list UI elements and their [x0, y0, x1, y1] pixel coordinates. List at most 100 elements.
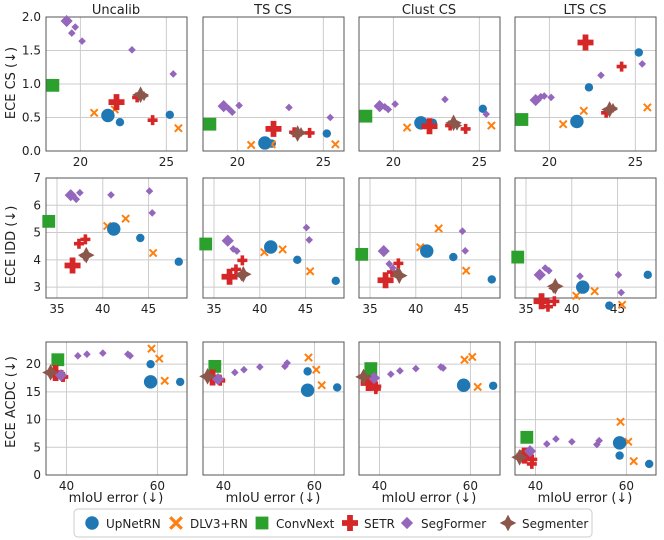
legend-marker-upnet [85, 516, 99, 530]
point-dlv3 [473, 382, 483, 392]
point-setr [386, 267, 397, 278]
ylabel-ece-cs: ECE CS (↓) [4, 47, 19, 119]
point-segformer [597, 71, 605, 80]
point-segformer-large [367, 371, 381, 385]
point-upnet [488, 381, 498, 390]
point-dlv3 [643, 103, 652, 112]
point-setr [393, 258, 404, 269]
point-dlv3 [148, 248, 158, 258]
y-tick-label: 4 [33, 253, 41, 267]
point-setr [542, 301, 553, 312]
point-segformer [235, 101, 243, 110]
y-tick-label: 10 [26, 413, 41, 427]
point-dlv3 [461, 266, 471, 276]
point-segformer [148, 209, 157, 217]
col-title-ts-cs: TS CS [253, 3, 292, 18]
point-segformer [389, 264, 397, 272]
point-segformer [169, 70, 178, 78]
point-convnext-large [51, 353, 65, 367]
point-convnext-large [520, 430, 534, 444]
x-tick-label: 40 [59, 479, 74, 493]
point-segformer [614, 271, 623, 279]
ylabel-ece-acdc: ECE ACDC (↓) [4, 356, 19, 448]
point-dlv3 [402, 123, 412, 132]
y-tick-label: 5 [33, 226, 41, 240]
point-segformer-large [64, 189, 77, 202]
point-dlv3 [558, 119, 568, 129]
x-tick-label: 40 [408, 302, 423, 316]
panel-frame [358, 177, 501, 299]
point-dlv3 [160, 376, 170, 386]
point-segformer [283, 359, 291, 367]
point-segmenter-large [601, 101, 618, 118]
point-segformer [231, 368, 239, 377]
point-segformer [302, 223, 311, 232]
y-tick-label: 3 [33, 280, 41, 294]
point-segmenter [451, 120, 463, 131]
x-tick-label: 60 [150, 479, 165, 493]
point-setr [371, 381, 382, 392]
point-upnet-large [456, 378, 471, 392]
point-convnext-large [364, 362, 378, 375]
point-segformer-large [217, 100, 230, 113]
point-convnext-large [359, 109, 373, 123]
point-upnet [165, 110, 175, 120]
point-upnet [478, 104, 488, 113]
panel-r3-lts-cs: 40 60 [511, 341, 657, 493]
legend-marker-segmenter [499, 514, 517, 532]
col-title-lts-cs: LTS CS [563, 3, 606, 18]
point-setr [80, 234, 91, 245]
point-setr [616, 61, 627, 72]
point-segformer [228, 108, 237, 116]
point-segmenter-large [355, 368, 372, 386]
point-segformer [107, 191, 115, 199]
point-segformer [99, 349, 107, 357]
legend-marker-dlv3 [169, 516, 183, 530]
point-segformer [305, 236, 314, 244]
x-tick-label: 40 [95, 302, 110, 316]
point-upnet-large [101, 108, 115, 123]
point-segformer-large [529, 94, 542, 107]
panel-r3-uncalib: 40 60 0 5 10 15 20 [26, 341, 188, 493]
point-dlv3 [579, 106, 589, 116]
y-tick-label: 1.5 [22, 44, 41, 58]
legend-label-segformer: SegFormer [421, 517, 486, 531]
point-dlv3 [590, 286, 599, 296]
point-segformer [543, 440, 551, 448]
point-upnet [332, 383, 342, 392]
point-segformer [545, 266, 553, 275]
y-tick-label: 0.5 [22, 111, 41, 125]
point-convnext-large [355, 247, 369, 261]
point-setr-large [108, 94, 125, 111]
xlabel-col3: mIoU error (↓) [382, 491, 477, 506]
point-setr-large [533, 293, 550, 310]
panel-r1-ts-cs: 20 25 [202, 16, 345, 169]
legend-label-segmenter: Segmenter [522, 517, 588, 531]
point-upnet [449, 252, 458, 262]
x-tick-label: 35 [206, 302, 221, 316]
point-dlv3 [317, 380, 327, 390]
point-segformer [74, 352, 82, 360]
point-upnet [487, 275, 496, 284]
panel-frame [45, 341, 188, 476]
point-segformer-large [377, 245, 390, 258]
legend-label-upnetrn: UpNetRN [106, 517, 161, 531]
point-segformer-large [373, 100, 386, 113]
point-convnext-large [511, 250, 525, 264]
point-segformer [391, 100, 399, 108]
point-segformer-large [523, 445, 537, 458]
point-upnet-large [107, 222, 121, 236]
point-dlv3 [154, 354, 164, 363]
point-segmenter-large [289, 125, 306, 142]
panel-frame [514, 341, 657, 476]
point-segformer [385, 260, 394, 268]
x-tick-label: 25 [316, 155, 331, 169]
col-title-uncalib: Uncalib [92, 3, 140, 18]
point-setr [132, 92, 143, 103]
point-dlv3 [89, 108, 99, 118]
point-setr [230, 264, 241, 275]
point-upnet [293, 255, 302, 265]
panel-frame [45, 16, 188, 152]
point-segformer [576, 272, 584, 280]
